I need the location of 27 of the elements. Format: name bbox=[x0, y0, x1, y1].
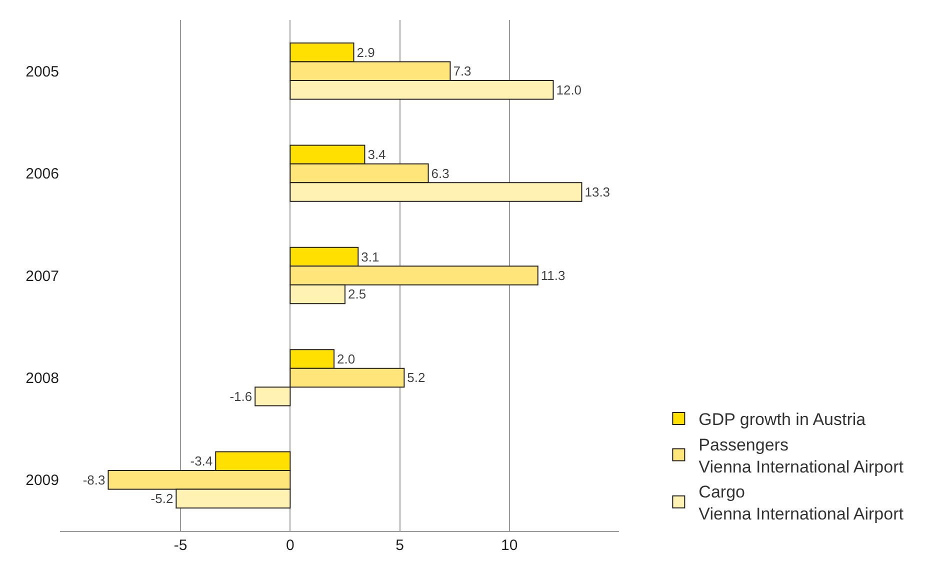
data-label: 6.3 bbox=[431, 166, 450, 181]
data-label: -8.3 bbox=[82, 472, 106, 488]
y-tick-label: 2007 bbox=[26, 268, 59, 285]
data-label: -1.6 bbox=[230, 388, 252, 404]
x-tick-label: 0 bbox=[286, 537, 294, 554]
data-label: 3.4 bbox=[368, 147, 386, 162]
data-label: 13.3 bbox=[584, 184, 610, 200]
data-label: -5.2 bbox=[150, 491, 174, 506]
legend-label: Cargo Vienna International Airport bbox=[698, 482, 904, 524]
data-label: 11.3 bbox=[540, 268, 566, 283]
data-label: 2.5 bbox=[348, 286, 366, 302]
x-tick-label: 10 bbox=[501, 537, 518, 554]
y-tick-label: 2005 bbox=[26, 63, 59, 80]
y-tick-label: 2009 bbox=[26, 472, 59, 490]
legend-label: Passengers Vienna International Airport bbox=[698, 435, 904, 476]
data-label: 2.0 bbox=[337, 351, 356, 366]
legend-label: GDP growth in Austria bbox=[698, 410, 866, 430]
data-label: 5.2 bbox=[407, 370, 426, 386]
x-tick-label: 5 bbox=[396, 537, 404, 554]
x-tick-label: -5 bbox=[174, 537, 188, 554]
data-label: 7.3 bbox=[453, 64, 472, 79]
y-tick-label: 2008 bbox=[26, 370, 59, 387]
data-label: 2.9 bbox=[356, 44, 375, 60]
data-label: 12.0 bbox=[556, 82, 582, 98]
data-label: -3.4 bbox=[190, 454, 213, 469]
y-tick-label: 2006 bbox=[26, 166, 59, 183]
data-label: 3.1 bbox=[361, 249, 380, 264]
